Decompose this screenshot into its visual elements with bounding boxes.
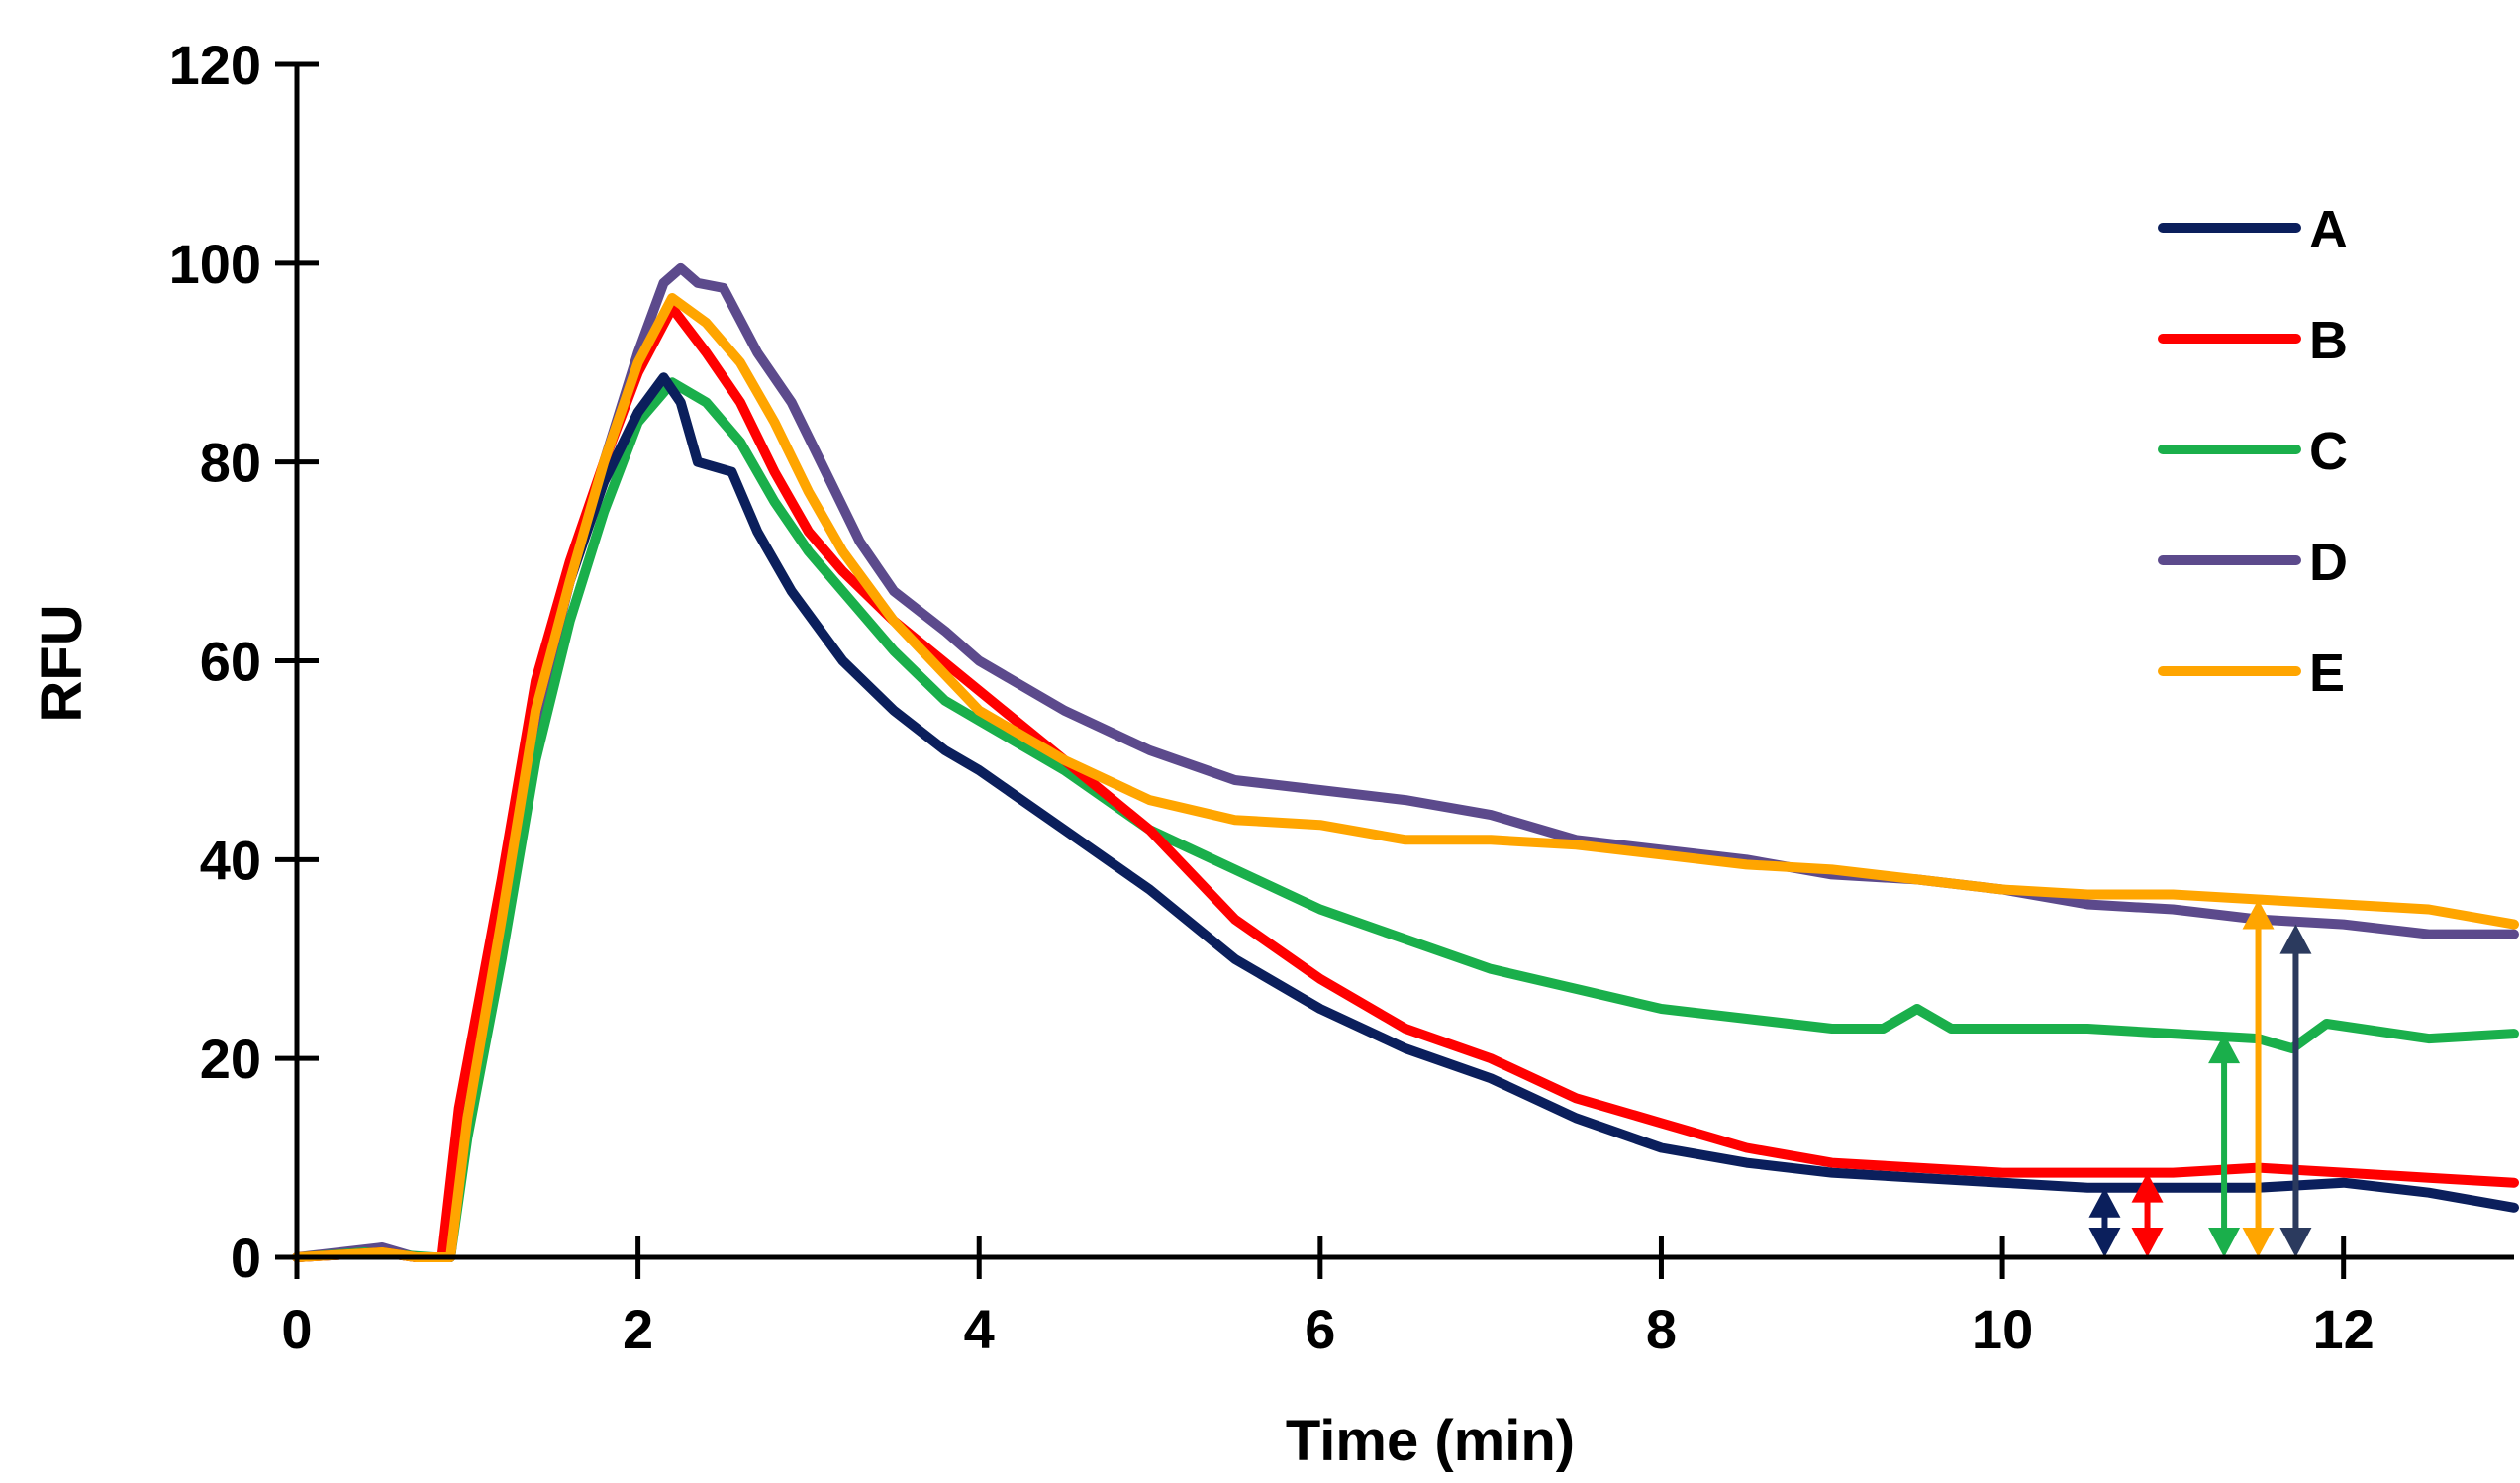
arrow-head-down xyxy=(2208,1228,2241,1257)
y-tick-label: 80 xyxy=(200,432,261,494)
series-line-c xyxy=(292,377,2519,1262)
x-tick-label: 10 xyxy=(1972,1298,2033,1360)
ticks: 0 20 40 60 80 100 120 0 2 4 6 8 10 12 xyxy=(169,34,2375,1360)
arrow-b xyxy=(2131,1172,2164,1257)
x-axis-title: Time (min) xyxy=(1286,1409,1575,1473)
y-tick-label: 0 xyxy=(231,1227,261,1289)
legend-item-c: C xyxy=(2158,422,2348,481)
arrow-head-down xyxy=(2242,1228,2275,1257)
legend-label: E xyxy=(2309,643,2345,703)
series-line-b xyxy=(292,303,2519,1262)
legend-label: C xyxy=(2309,422,2348,481)
y-tick-label: 20 xyxy=(200,1028,261,1090)
series-line-d xyxy=(292,262,2519,1262)
legend-item-b: B xyxy=(2158,311,2348,370)
arrow-head-up xyxy=(2208,1034,2241,1064)
y-tick-label: 40 xyxy=(200,829,261,891)
legend-label: D xyxy=(2309,533,2348,592)
y-axis-title: RFU xyxy=(30,604,94,722)
legend-label: B xyxy=(2309,311,2348,370)
arrow-head-up xyxy=(2131,1172,2164,1203)
series-line-e xyxy=(292,293,2519,1262)
arrow-d xyxy=(2279,924,2312,1257)
x-tick-label: 6 xyxy=(1305,1298,1335,1360)
y-tick-label: 60 xyxy=(200,631,261,693)
series-layer xyxy=(292,262,2519,1262)
arrow-head-down xyxy=(2088,1228,2121,1257)
annotation-arrows xyxy=(2088,899,2312,1257)
x-tick-label: 8 xyxy=(1646,1298,1677,1360)
arrow-c xyxy=(2208,1034,2241,1257)
x-tick-label: 0 xyxy=(281,1298,312,1360)
series-line-a xyxy=(292,372,2519,1262)
arrow-a xyxy=(2088,1187,2121,1257)
x-tick-label: 2 xyxy=(623,1298,653,1360)
x-tick-label: 12 xyxy=(2313,1298,2375,1360)
axes xyxy=(294,64,2514,1260)
legend-item-e: E xyxy=(2158,643,2345,703)
arrow-head-down xyxy=(2279,1228,2312,1257)
x-tick-label: 4 xyxy=(964,1298,995,1360)
arrow-head-up xyxy=(2088,1187,2121,1218)
legend-label: A xyxy=(2309,200,2348,259)
legend-item-d: D xyxy=(2158,533,2348,592)
arrow-e xyxy=(2242,899,2275,1257)
arrow-head-up xyxy=(2242,899,2275,930)
y-tick-label: 100 xyxy=(169,233,261,295)
y-tick-label: 120 xyxy=(169,34,261,96)
legend-item-a: A xyxy=(2158,200,2348,259)
arrow-head-up xyxy=(2279,924,2312,954)
arrow-head-down xyxy=(2131,1228,2164,1257)
